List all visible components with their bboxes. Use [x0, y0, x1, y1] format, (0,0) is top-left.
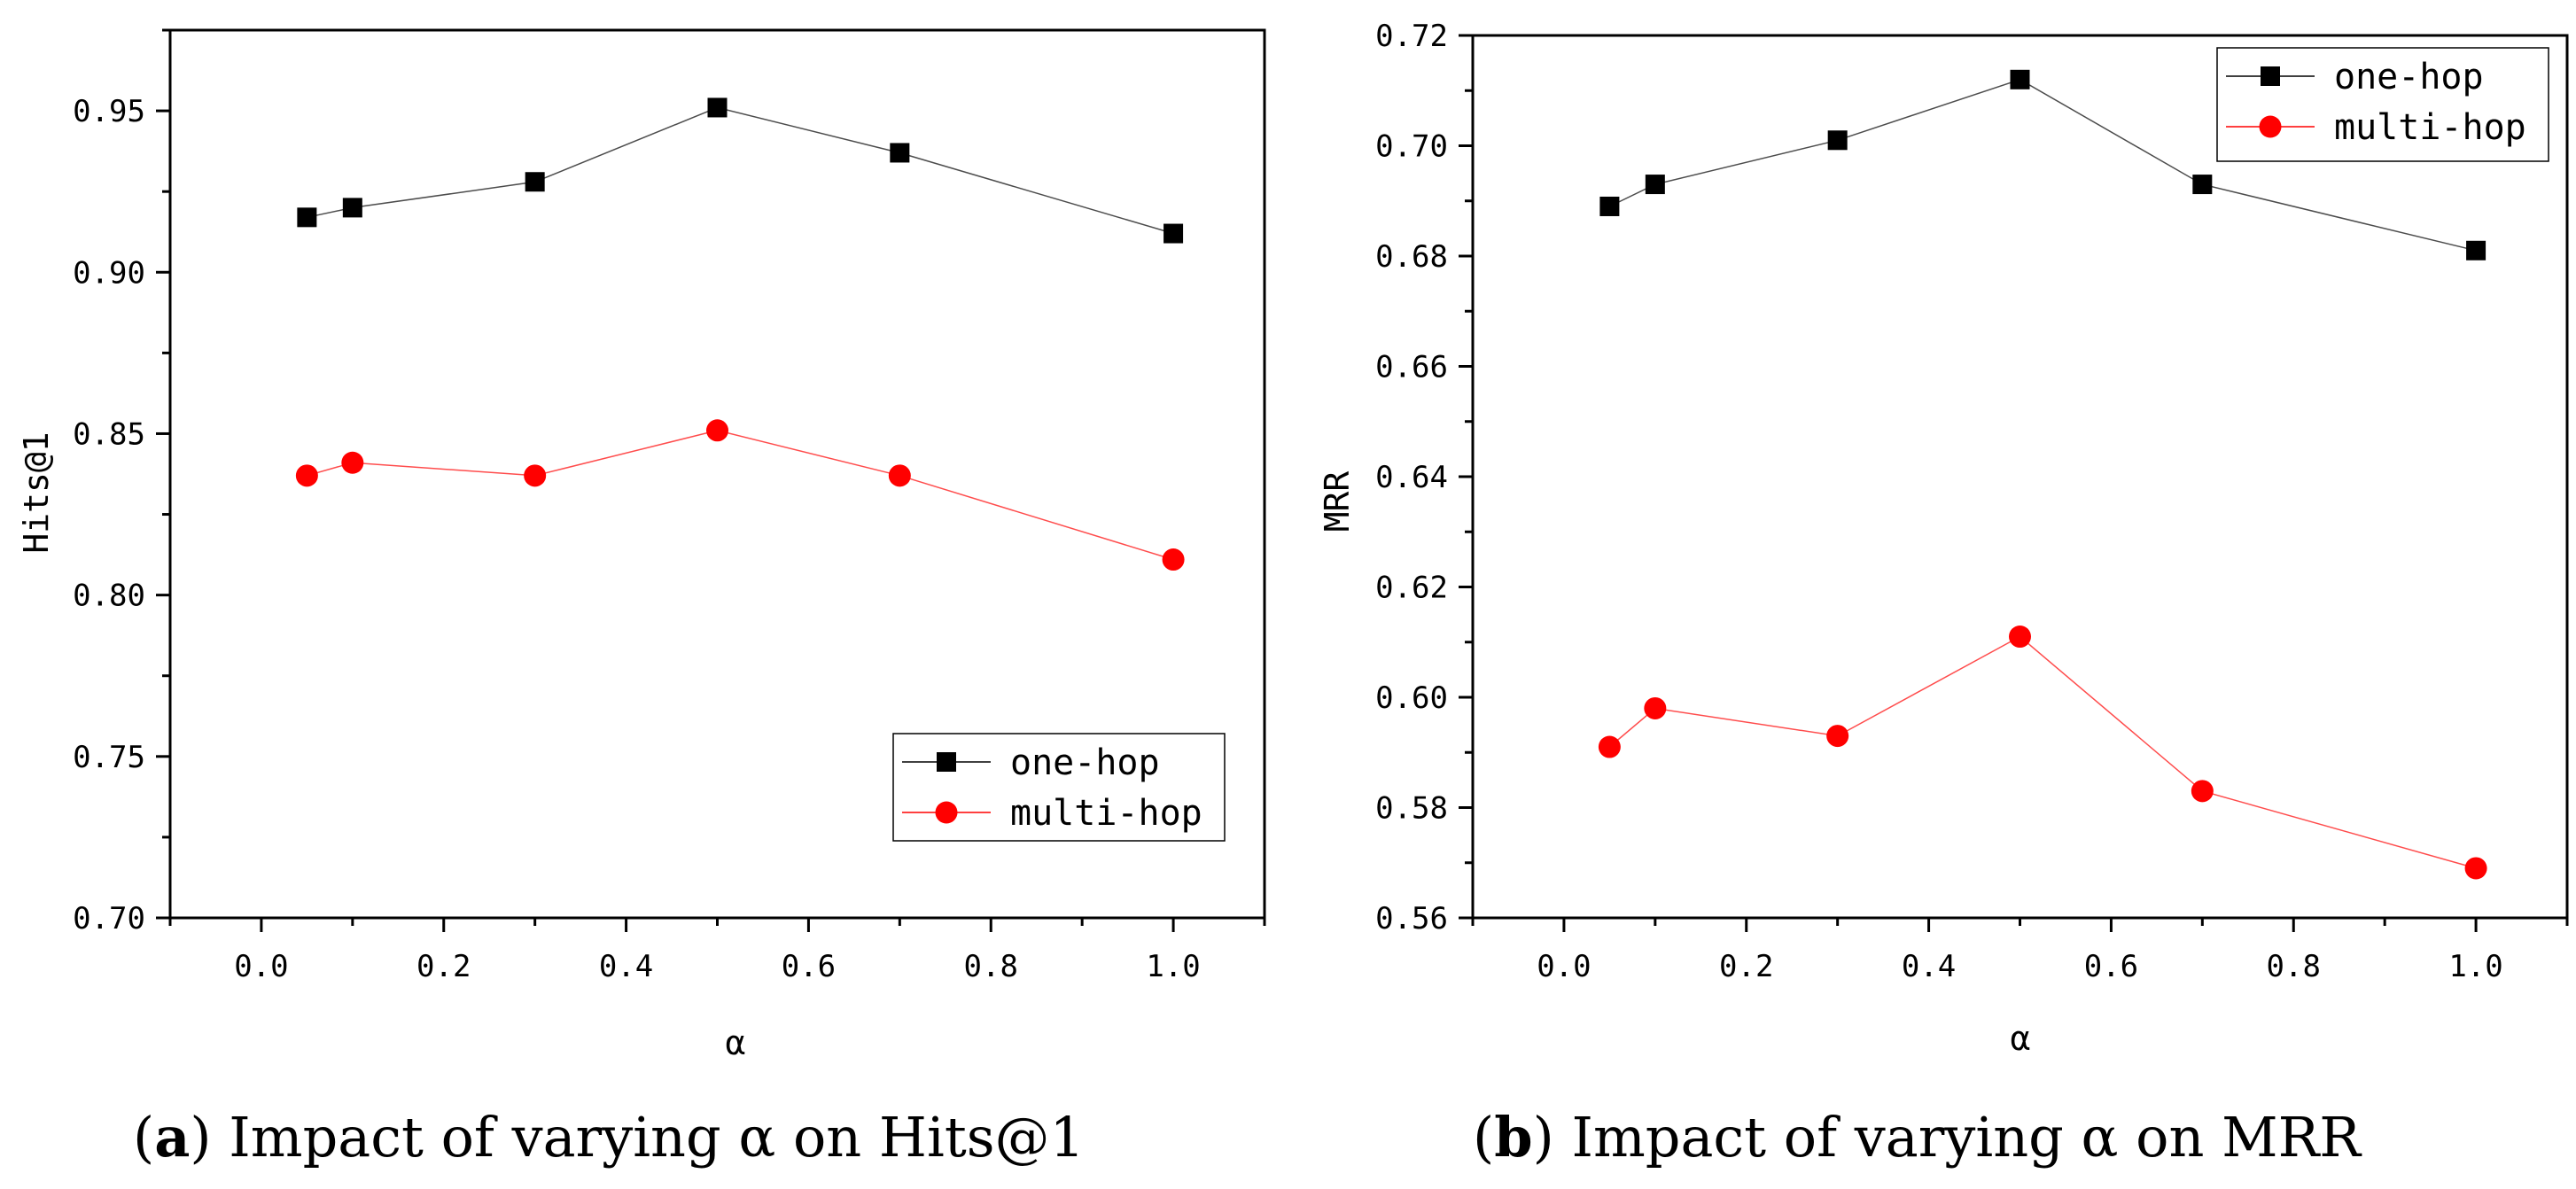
data-point-one-hop: [342, 198, 362, 218]
x-tick-label: 0.0: [234, 949, 288, 984]
data-point-multi-hop: [524, 464, 547, 487]
y-tick-label: 0.85: [73, 416, 145, 452]
legend-label-multi-hop: multi-hop: [2334, 107, 2526, 148]
x-tick-label: 0.4: [599, 949, 653, 984]
data-point-one-hop: [2466, 240, 2487, 260]
data-point-one-hop: [2010, 69, 2030, 89]
data-point-multi-hop: [888, 464, 911, 487]
legend-label-multi-hop: multi-hop: [1010, 793, 1202, 834]
x-tick-label: 0.0: [1537, 949, 1591, 984]
y-axis-label: MRR: [1318, 471, 1357, 532]
data-point-one-hop: [1645, 175, 1665, 195]
y-tick-label: 0.68: [1375, 239, 1448, 275]
data-point-multi-hop: [1644, 696, 1667, 719]
legend-marker-multi-hop: [935, 801, 958, 824]
y-tick-label: 0.72: [1375, 19, 1448, 54]
caption-text: Impact of varying α on Hits@1: [212, 1105, 1085, 1170]
caption-paren-close: ): [190, 1105, 211, 1170]
legend-marker-multi-hop: [2259, 115, 2282, 138]
y-tick-label: 0.95: [73, 94, 145, 129]
series-line-one-hop: [307, 106, 1174, 235]
y-tick-label: 0.60: [1375, 680, 1448, 716]
y-tick-label: 0.90: [73, 255, 145, 291]
y-tick-label: 0.75: [73, 740, 145, 775]
y-tick-label: 0.64: [1375, 460, 1448, 495]
caption-text: Impact of varying α on MRR: [1554, 1105, 2362, 1170]
plot-frame: [1471, 34, 2569, 920]
data-point-multi-hop: [2009, 626, 2031, 649]
data-point-one-hop: [2192, 175, 2213, 195]
x-tick-label: 0.8: [964, 949, 1018, 984]
x-tick-label: 0.6: [2084, 949, 2138, 984]
caption-paren-open: (: [133, 1105, 154, 1170]
x-tick-label: 1.0: [2448, 949, 2502, 984]
data-point-multi-hop: [295, 464, 318, 487]
data-point-multi-hop: [1598, 735, 1621, 758]
x-axis-label: α: [2011, 1019, 2031, 1058]
data-point-multi-hop: [2464, 857, 2487, 880]
y-tick-label: 0.62: [1375, 571, 1448, 606]
caption: (a) Impact of varying α on Hits@1: [133, 1105, 1085, 1170]
y-tick-label: 0.70: [73, 901, 145, 936]
data-point-multi-hop: [706, 419, 728, 442]
x-tick-label: 0.8: [2267, 949, 2321, 984]
y-axis-label: Hits@1: [17, 431, 56, 553]
data-point-multi-hop: [1162, 548, 1185, 571]
data-point-one-hop: [1163, 223, 1184, 244]
panel-mrr: 0.0 0.2 0.4 0.6 0.8 1.0 0.56 0.58 0.60 0.62 0.64 0.…: [1318, 19, 2569, 1170]
x-tick-label: 0.4: [1902, 949, 1956, 984]
caption: (b) Impact of varying α on MRR: [1473, 1105, 2362, 1170]
y-tick-label: 0.58: [1375, 791, 1448, 827]
series-line-multi-hop: [307, 430, 1174, 561]
x-tick-label: 0.2: [416, 949, 471, 984]
caption-panel-letter: a: [154, 1105, 190, 1170]
data-point-multi-hop: [1826, 725, 1849, 748]
x-axis-label: α: [726, 1023, 746, 1062]
data-point-one-hop: [1599, 196, 1620, 216]
panel-hits-at-1: 0.0 0.2 0.4 0.6 0.8 1.0 0.70 0.75 0.80 0.85 0.90 0.…: [17, 28, 1266, 1170]
data-point-one-hop: [890, 143, 910, 163]
y-tick-label: 0.66: [1375, 350, 1448, 385]
y-tick-label: 0.80: [73, 579, 145, 614]
data-point-multi-hop: [341, 451, 364, 474]
caption-panel-letter: b: [1494, 1105, 1532, 1170]
legend-marker-one-hop: [2261, 66, 2280, 86]
y-tick-label: 0.56: [1375, 901, 1448, 936]
data-point-one-hop: [525, 172, 545, 192]
y-tick-label: 0.70: [1375, 129, 1448, 165]
series-line-multi-hop: [1608, 635, 2477, 869]
caption-paren-close: ): [1533, 1105, 1554, 1170]
legend-label-one-hop: one-hop: [2334, 57, 2484, 97]
data-point-one-hop: [1827, 130, 1848, 151]
x-tick-label: 0.6: [782, 949, 836, 984]
data-point-one-hop: [707, 97, 728, 118]
x-tick-label: 1.0: [1146, 949, 1200, 984]
legend-marker-one-hop: [937, 752, 956, 772]
legend-label-one-hop: one-hop: [1010, 742, 1160, 783]
data-point-one-hop: [297, 207, 317, 228]
data-point-multi-hop: [2191, 780, 2214, 803]
x-tick-label: 0.2: [1719, 949, 1773, 984]
caption-paren-open: (: [1473, 1105, 1494, 1170]
